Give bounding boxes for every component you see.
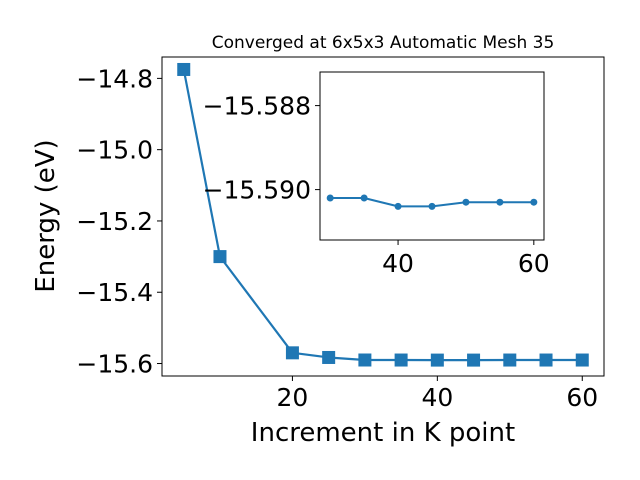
inset-x-tick-label: 60 — [518, 249, 550, 278]
inset-plot: 40 60 −15.590 −15.588 — [203, 71, 550, 278]
main-x-tick-label: 40 — [421, 383, 453, 412]
inset-data-point — [496, 198, 504, 206]
inset-data-point — [326, 194, 334, 202]
main-data-point — [177, 62, 191, 76]
main-y-tick-label: −15.2 — [76, 207, 153, 236]
main-data-point — [430, 353, 444, 367]
inset-y-tick-label: −15.590 — [203, 176, 311, 205]
y-axis-label: Energy (eV) — [31, 139, 61, 292]
main-y-tick-label: −15.4 — [76, 278, 153, 307]
main-x-ticks: 20 40 60 — [277, 376, 598, 412]
inset-x-tick-label: 40 — [382, 249, 414, 278]
main-data-point — [467, 353, 481, 367]
main-plot-frame — [161, 56, 605, 377]
main-x-tick-label: 20 — [277, 383, 309, 412]
main-data-point — [575, 353, 589, 367]
main-data-point — [503, 353, 517, 367]
main-y-tick-label: −14.8 — [76, 64, 153, 93]
main-data-point — [394, 353, 408, 367]
inset-y-ticks: −15.590 −15.588 — [203, 92, 320, 205]
main-y-ticks: −14.8 −15.0 −15.2 −15.4 −15.6 — [76, 64, 162, 379]
inset-data-point — [360, 194, 368, 202]
inset-background — [320, 72, 544, 240]
main-plot: 20 40 60 −14.8 −15.0 −15.2 −15.4 −15.6 Converg… — [31, 33, 605, 448]
main-x-tick-label: 60 — [566, 383, 598, 412]
main-data-point — [322, 350, 336, 364]
inset-plot-frame — [319, 71, 545, 241]
main-data-point — [358, 353, 372, 367]
inset-series-group — [326, 194, 538, 210]
main-y-tick-label: −15.6 — [76, 350, 153, 379]
main-y-tick-label: −15.0 — [76, 136, 153, 165]
inset-data-point — [462, 198, 470, 206]
x-axis-label: Increment in K point — [251, 418, 515, 448]
inset-data-point — [530, 198, 538, 206]
inset-data-point — [428, 202, 436, 210]
main-data-point — [213, 250, 227, 264]
chart-title: Converged at 6x5x3 Automatic Mesh 35 — [212, 33, 555, 53]
main-data-point — [539, 353, 553, 367]
inset-y-tick-label: −15.588 — [203, 92, 311, 121]
inset-data-point — [394, 202, 402, 210]
main-data-point — [285, 346, 299, 360]
main-series-group — [177, 62, 589, 367]
inset-x-ticks: 40 60 — [382, 240, 550, 278]
